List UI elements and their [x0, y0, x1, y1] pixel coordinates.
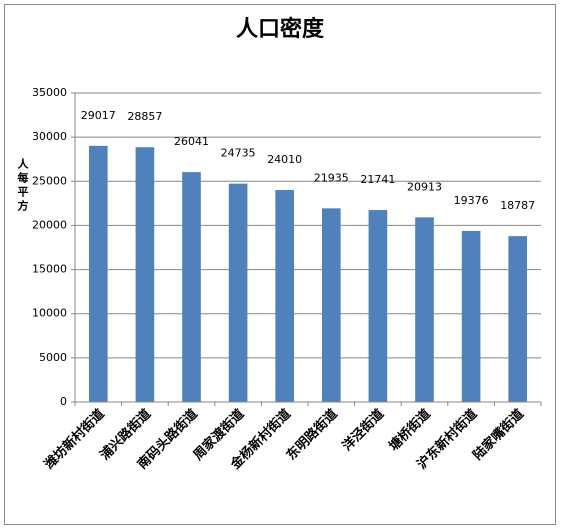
- bar: [228, 183, 248, 402]
- data-label: 19376: [454, 194, 489, 207]
- data-label: 20913: [407, 180, 442, 193]
- y-tick-label: 0: [60, 395, 67, 408]
- y-tick-label: 15000: [32, 263, 67, 276]
- y-tick-label: 25000: [32, 174, 67, 187]
- bar: [508, 236, 528, 402]
- bar: [368, 210, 388, 402]
- y-tick-label: 5000: [39, 351, 67, 364]
- y-tick-label: 20000: [32, 218, 67, 231]
- chart-title: 人口密度: [236, 16, 325, 42]
- y-tick-label: 30000: [32, 130, 67, 143]
- y-axis-label: 人每平方: [16, 157, 29, 214]
- bar: [275, 190, 295, 402]
- data-label: 24735: [221, 147, 256, 160]
- data-label: 28857: [127, 110, 162, 123]
- data-label: 29017: [81, 109, 116, 122]
- bar: [88, 145, 108, 402]
- data-label: 26041: [174, 135, 209, 148]
- bar: [415, 217, 434, 402]
- bar: [135, 147, 155, 402]
- y-tick-label: 35000: [32, 86, 67, 99]
- bar: [461, 230, 481, 402]
- data-label: 24010: [267, 153, 302, 166]
- data-label: 18787: [500, 199, 535, 212]
- data-label: 21935: [314, 171, 349, 184]
- bar: [182, 172, 201, 402]
- data-label: 21741: [360, 173, 395, 186]
- bar: [321, 208, 341, 402]
- y-tick-label: 10000: [32, 307, 67, 320]
